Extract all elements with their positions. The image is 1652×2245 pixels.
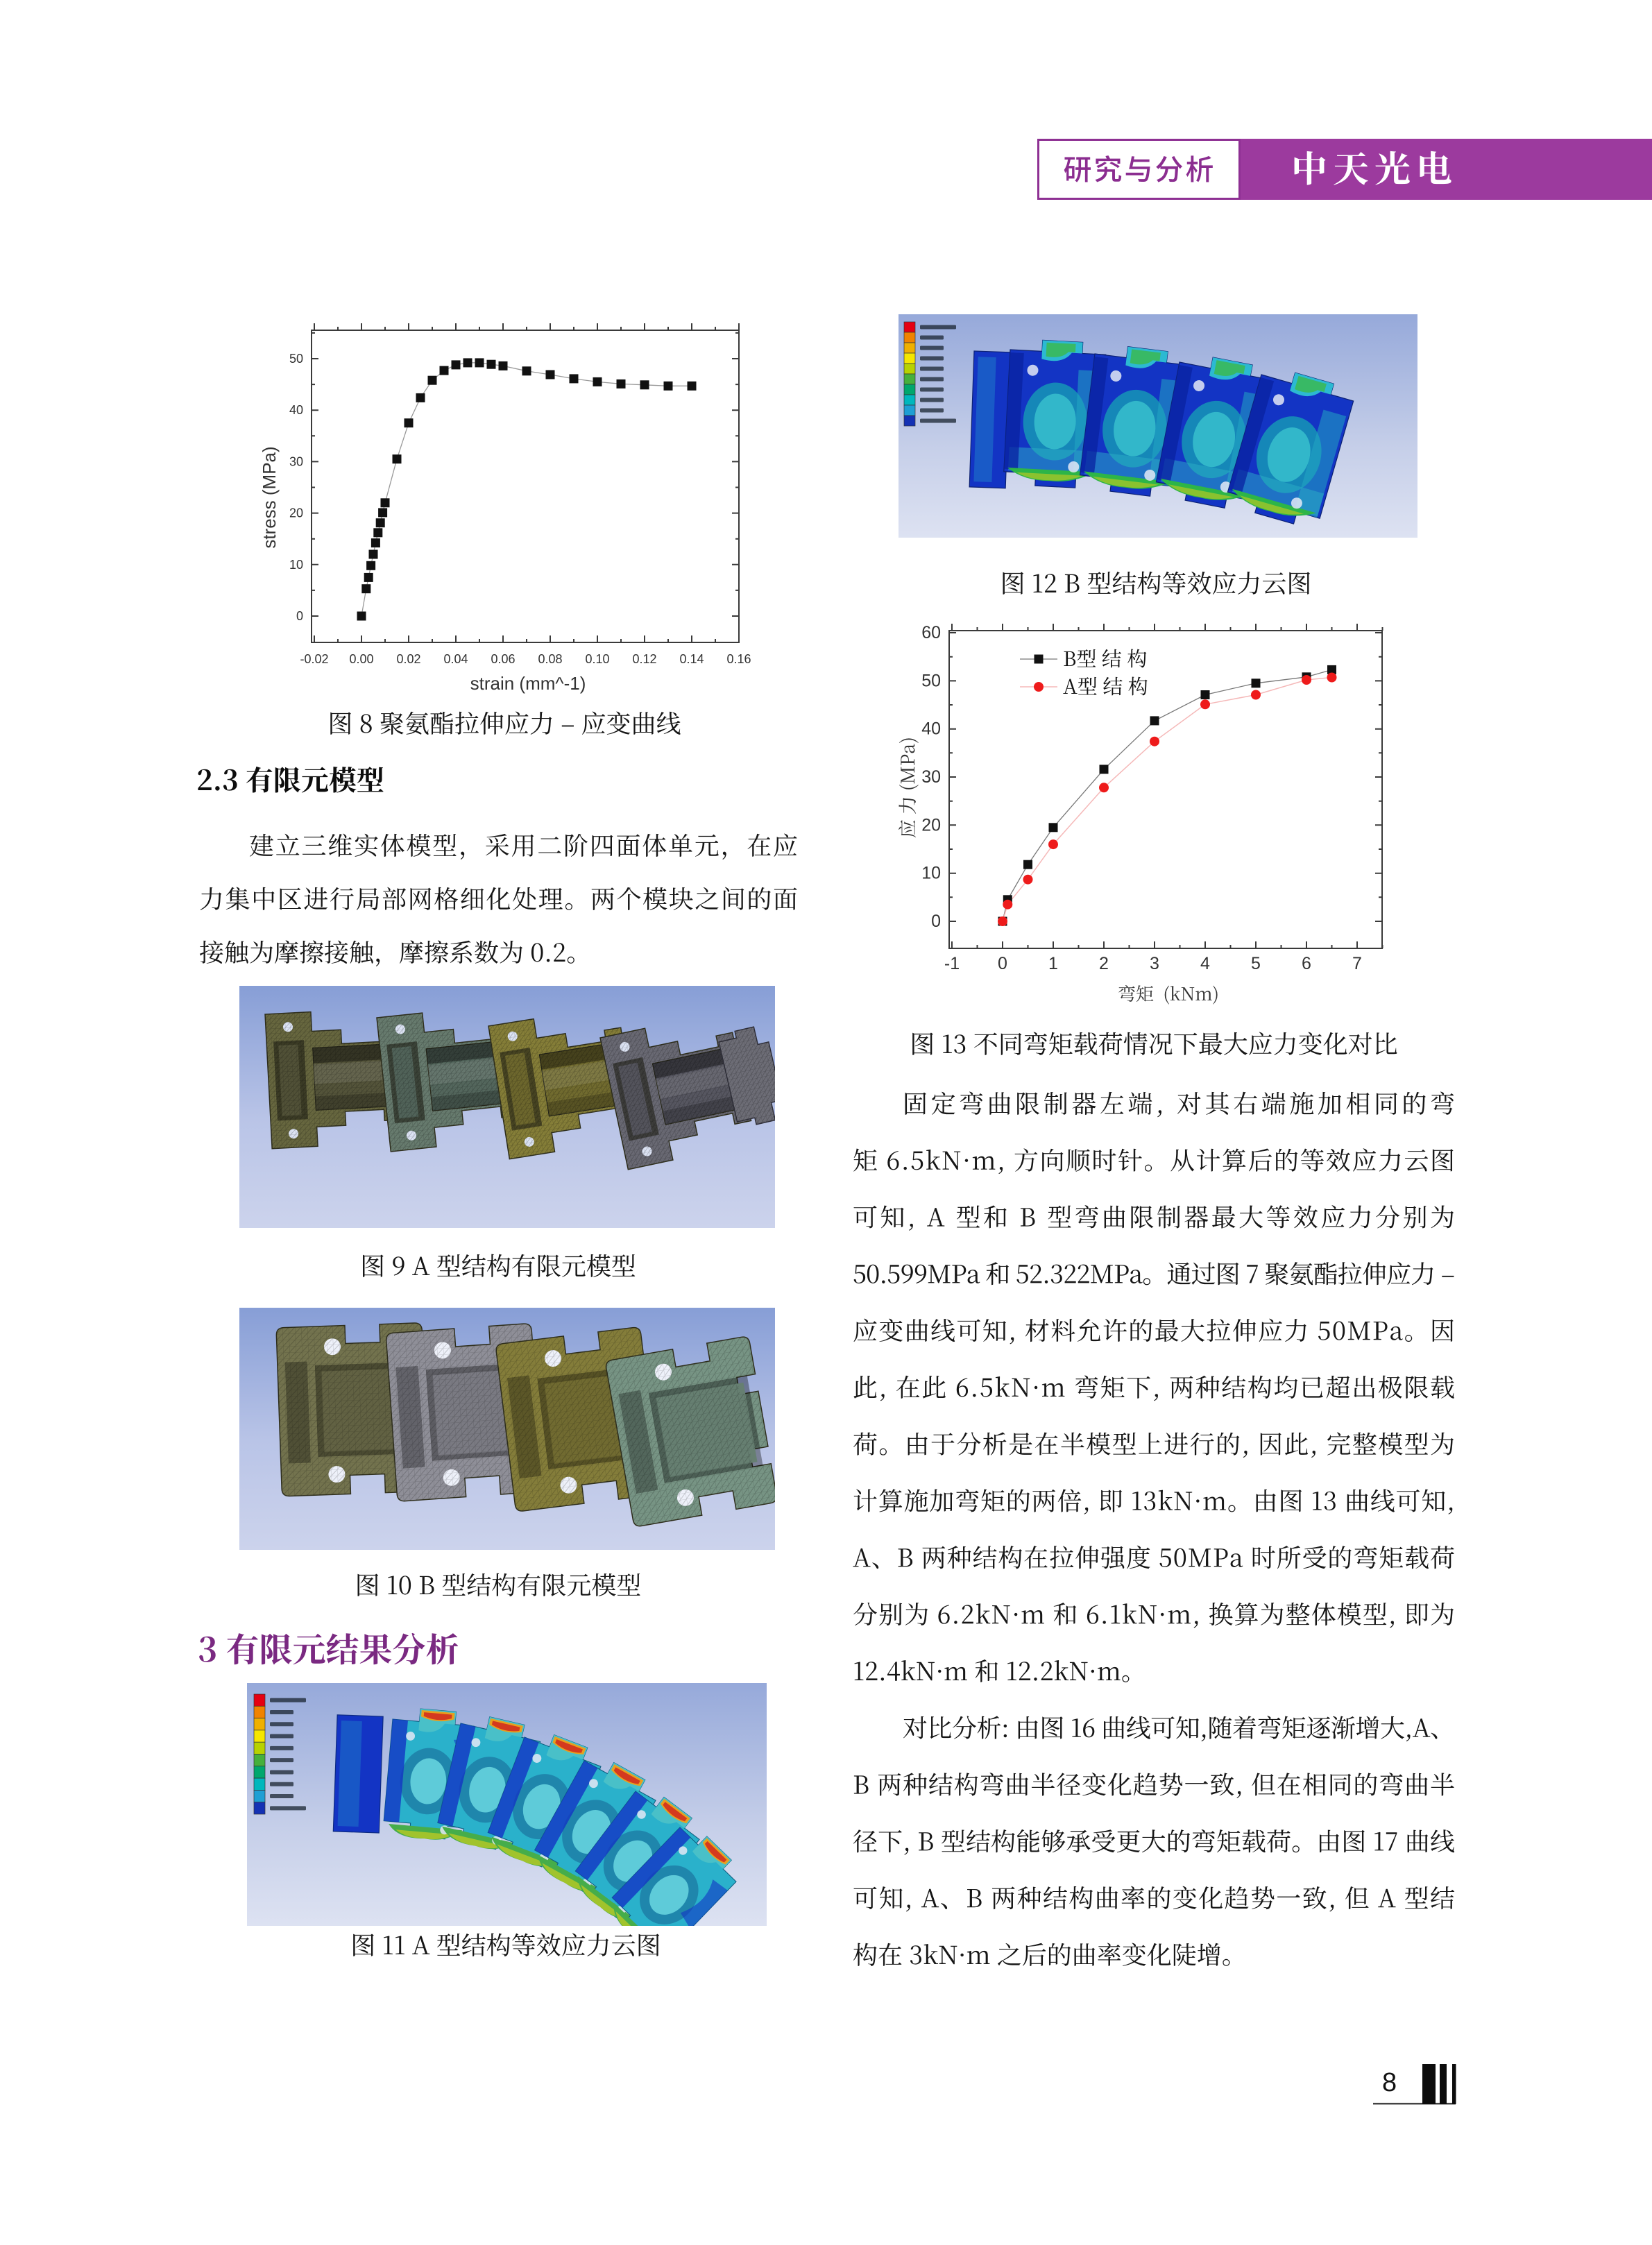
svg-text:0.14: 0.14 <box>679 652 704 666</box>
svg-text:0.00: 0.00 <box>349 652 373 666</box>
svg-text:-0.02: -0.02 <box>300 652 328 666</box>
svg-text:20: 20 <box>921 815 941 835</box>
svg-text:0: 0 <box>931 912 941 931</box>
svg-text:stress (MPa): stress (MPa) <box>259 446 280 548</box>
svg-text:10: 10 <box>921 864 941 883</box>
svg-text:strain (mm^-1): strain (mm^-1) <box>470 673 586 694</box>
svg-text:0.06: 0.06 <box>491 652 515 666</box>
svg-text:0: 0 <box>296 609 303 623</box>
svg-text:7: 7 <box>1352 954 1362 973</box>
svg-text:50: 50 <box>921 671 941 690</box>
svg-text:0.08: 0.08 <box>538 652 562 666</box>
svg-text:8: 8 <box>1382 2068 1397 2097</box>
svg-text:1: 1 <box>1048 954 1058 973</box>
svg-text:30: 30 <box>289 454 303 468</box>
svg-text:5: 5 <box>1251 954 1261 973</box>
svg-text:10: 10 <box>289 558 303 572</box>
svg-text:0: 0 <box>998 954 1007 973</box>
svg-text:60: 60 <box>921 623 941 642</box>
svg-text:30: 30 <box>921 767 941 787</box>
svg-text:0.02: 0.02 <box>396 652 420 666</box>
svg-text:20: 20 <box>289 506 303 520</box>
svg-text:0.16: 0.16 <box>726 652 751 666</box>
svg-text:50: 50 <box>289 352 303 366</box>
svg-text:4: 4 <box>1200 954 1210 973</box>
svg-text:2: 2 <box>1099 954 1109 973</box>
svg-text:-1: -1 <box>944 954 960 973</box>
svg-text:40: 40 <box>921 719 941 739</box>
svg-text:0.12: 0.12 <box>632 652 656 666</box>
svg-text:6: 6 <box>1302 954 1311 973</box>
svg-text:3: 3 <box>1150 954 1159 973</box>
svg-text:0.10: 0.10 <box>585 652 609 666</box>
svg-text:40: 40 <box>289 403 303 417</box>
svg-text:0.04: 0.04 <box>443 652 468 666</box>
